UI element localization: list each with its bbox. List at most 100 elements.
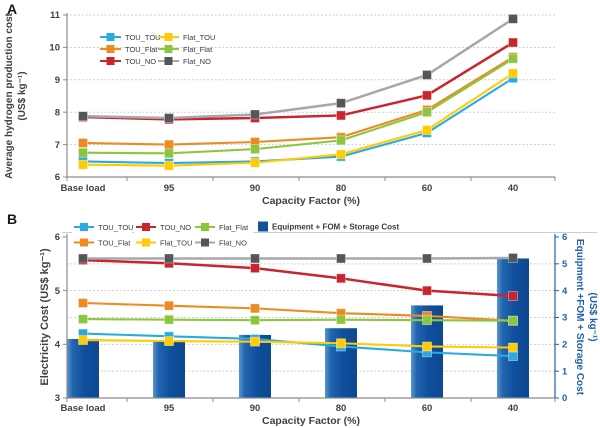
marker-Flat_NO (250, 109, 260, 120)
legend-swatch-Flat_Flat (164, 45, 173, 53)
legend-label: TOU_TOU (125, 33, 161, 42)
marker-TOU_Flat (78, 138, 88, 148)
legend-swatch-TOU_TOU (106, 33, 115, 41)
marker-TOU_NO (422, 90, 432, 101)
marker-Flat_NO (422, 253, 432, 264)
bar-Base load (67, 338, 99, 398)
legend-swatch-TOU_Flat (80, 238, 88, 247)
bar-series-equipment-fom-storage (67, 258, 529, 398)
legend-item-bg (256, 220, 406, 232)
marker-TOU_Flat (164, 300, 174, 311)
legend-label: TOU_NO (160, 223, 191, 232)
marker-Flat_NO (336, 253, 346, 264)
x-category-label: 90 (250, 183, 261, 194)
bar-95 (153, 340, 185, 398)
legend-label: TOU_Flat (125, 45, 158, 54)
legend-label: Flat_NO (183, 57, 211, 66)
legend-swatch-TOU_TOU (80, 223, 88, 231)
panel-a-legend: TOU_TOU TOU_Flat TOU_NO Flat_TOU Flat_Flat Fl… (100, 33, 215, 66)
series-line-TOU_NO (82, 258, 514, 298)
marker-TOU_NO (508, 37, 518, 48)
x-category-label: 80 (336, 183, 347, 194)
marker-Flat_NO (508, 253, 518, 263)
marker-Flat_TOU (250, 157, 260, 168)
marker-Flat_TOU (508, 342, 518, 353)
legend-label: TOU_Flat (98, 238, 131, 247)
x-category-label: 60 (422, 403, 433, 414)
y-tick-label: 6 (55, 172, 60, 183)
legend-swatch-Flat_NO (201, 238, 209, 247)
marker-Flat_Flat (250, 144, 260, 155)
legend-label-equipment: Equipment + FOM + Storage Cost (272, 223, 399, 232)
marker-Flat_TOU (164, 160, 174, 171)
legend-label: Flat_TOU (160, 238, 192, 247)
marker-Flat_Flat (336, 135, 346, 146)
x-category-label: 80 (336, 403, 347, 414)
marker-Flat_Flat (422, 315, 432, 326)
marker-TOU_NO (508, 291, 518, 301)
legend-label: Flat_Flat (183, 45, 213, 54)
marker-Flat_Flat (508, 53, 518, 64)
marker-Flat_TOU (250, 336, 260, 347)
y-axis-title-units: (US$ kg⁻¹) (17, 71, 28, 120)
marker-TOU_Flat (78, 298, 88, 308)
x-category-label: 40 (508, 183, 519, 194)
legend-swatch-Flat_TOU (142, 238, 150, 247)
marker-Flat_NO (422, 70, 432, 80)
series-line-Flat_NO (82, 17, 514, 120)
y-tick-label: 7 (55, 140, 60, 151)
series-line-TOU_TOU (82, 77, 514, 165)
x-category-label: 40 (508, 403, 519, 414)
panel-b-label: B (7, 211, 18, 227)
marker-Flat_NO (78, 111, 88, 121)
marker-Flat_Flat (164, 148, 174, 159)
x-category-label: Base load (61, 183, 106, 194)
marker-Flat_TOU (508, 68, 518, 79)
marker-Flat_Flat (508, 315, 518, 326)
y-tick-label-right: 1 (562, 366, 568, 377)
x-category-label: 95 (164, 403, 175, 414)
y-tick-label-left: 4 (55, 340, 61, 351)
y-axis-title-right: Equipment +FOM + Storage Cost (574, 239, 585, 396)
marker-Flat_TOU (336, 338, 346, 349)
x-axis-title: Capacity Factor (%) (262, 195, 360, 207)
x-axis-title: Capacity Factor (%) (262, 415, 360, 427)
y-tick-label: 10 (49, 43, 60, 54)
marker-TOU_NO (336, 273, 346, 284)
y-tick-label: 9 (55, 75, 60, 86)
y-tick-label-right: 3 (562, 313, 567, 324)
marker-Flat_Flat (250, 315, 260, 326)
marker-Flat_TOU (78, 159, 88, 170)
marker-Flat_NO (164, 113, 174, 123)
legend-swatch-Flat_NO (164, 57, 173, 65)
marker-Flat_NO (78, 253, 88, 264)
y-tick-label: 11 (50, 10, 61, 21)
bar-40 (497, 258, 529, 398)
marker-Flat_TOU (422, 341, 432, 352)
y-tick-label-left: 5 (55, 286, 61, 297)
legend-label: Flat_NO (219, 238, 247, 247)
x-category-label: 95 (164, 183, 175, 194)
y-tick-label-left: 3 (55, 393, 60, 404)
marker-TOU_Flat (250, 303, 260, 314)
series-line-Flat_Flat (82, 57, 514, 155)
series-line-Flat_TOU (82, 72, 514, 167)
y-tick-label: 8 (55, 107, 60, 118)
marker-TOU_NO (422, 285, 432, 296)
marker-Flat_TOU (336, 149, 346, 160)
series-line-Flat_TOU (82, 338, 514, 349)
marker-TOU_NO (250, 263, 260, 274)
marker-Flat_TOU (422, 125, 432, 135)
series-line-Flat_Flat (82, 318, 514, 322)
x-category-label: 90 (250, 403, 261, 414)
legend-swatch-TOU_NO (106, 57, 115, 65)
marker-TOU_NO (336, 110, 346, 121)
marker-Flat_Flat (78, 147, 88, 158)
x-category-label: 60 (422, 183, 433, 194)
panel-b-legend: TOU_TOU TOU_NO Flat_Flat TOU_Flat Flat_TOU Fl… (72, 220, 406, 249)
marker-Flat_TOU (78, 335, 88, 345)
marker-Flat_NO (250, 253, 260, 264)
legend-swatch-TOU_Flat (106, 45, 115, 53)
marker-Flat_Flat (336, 314, 346, 325)
